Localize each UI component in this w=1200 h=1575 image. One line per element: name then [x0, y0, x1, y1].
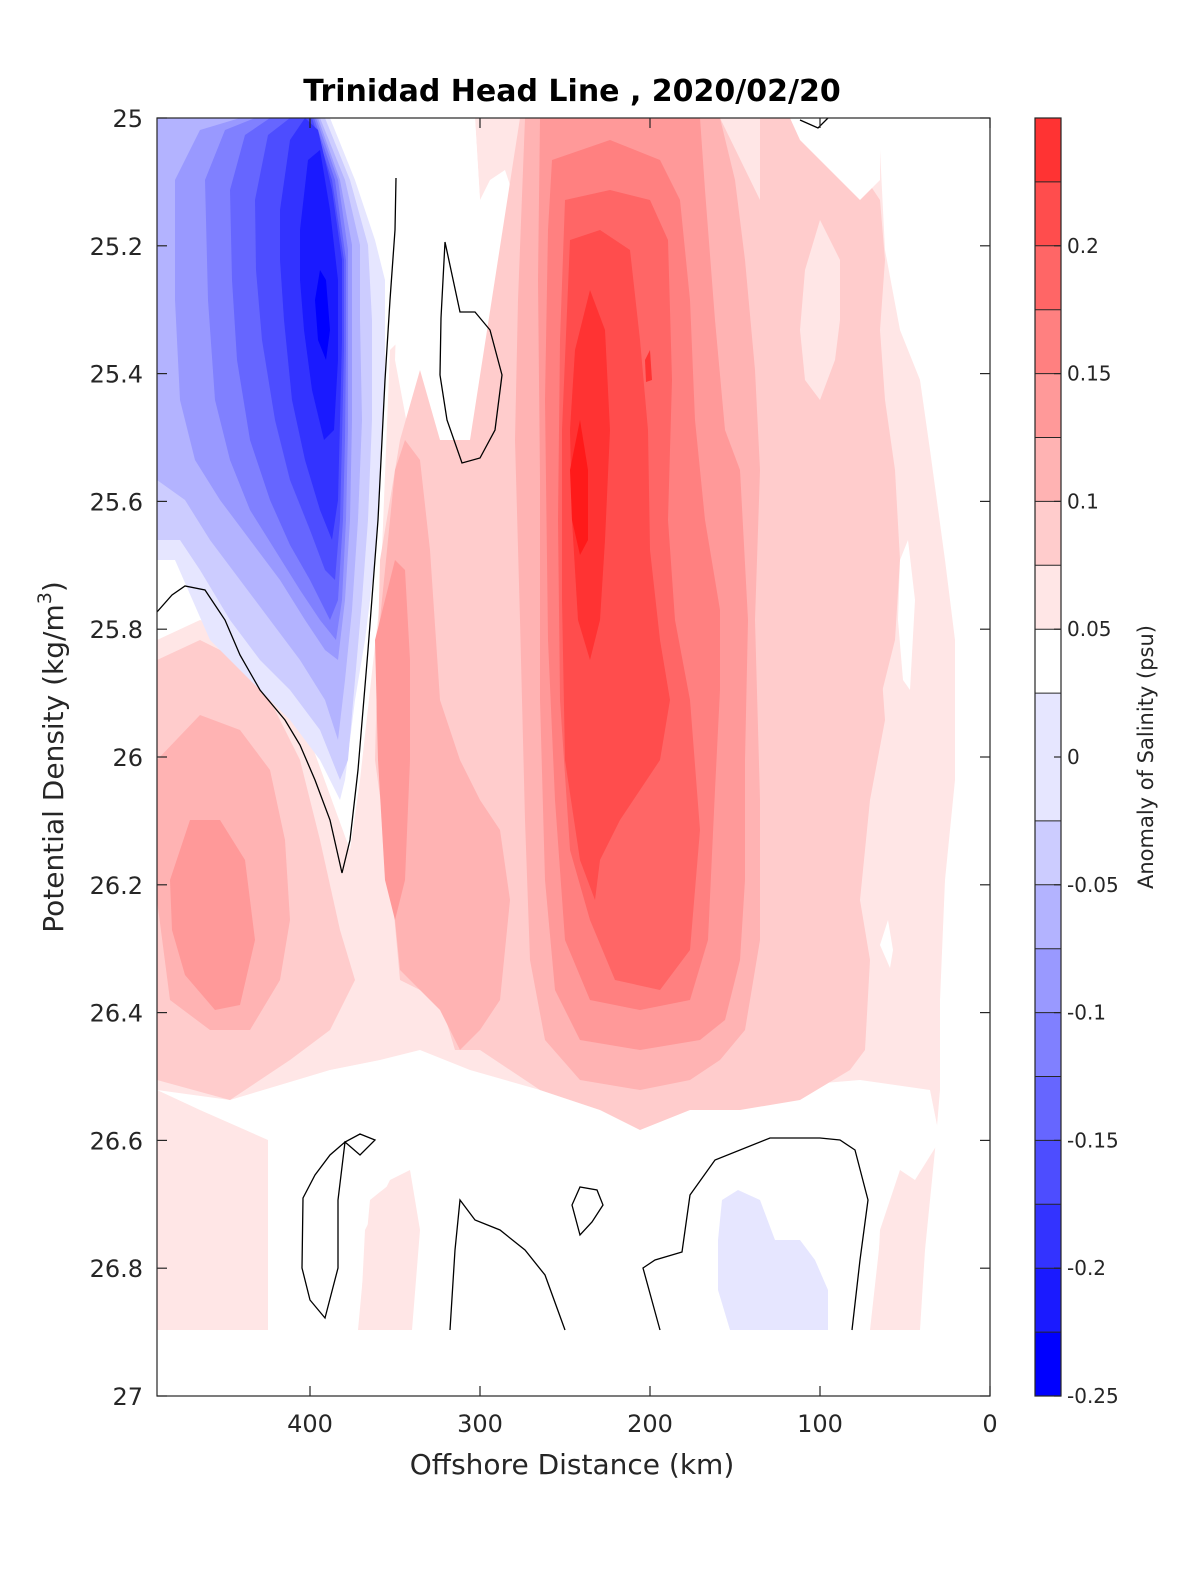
colorbar-band: [1035, 245, 1061, 310]
colorbar-tick-label: 0.1: [1067, 489, 1099, 513]
y-tick-label: 26.6: [90, 1127, 143, 1155]
contour-band-pos-0.1-left: [170, 820, 255, 1010]
x-tick-label: 400: [287, 1410, 333, 1438]
colorbar-band: [1035, 181, 1061, 246]
colorbar-tick-label: -0.25: [1067, 1384, 1119, 1408]
contour-band-pos-0.2-core: [570, 290, 610, 660]
y-tick-label: 26.8: [90, 1255, 143, 1283]
contour-band-pos-0.1-strip: [375, 560, 410, 920]
contour-band-pos-0.05-right: [760, 118, 900, 1020]
colorbar-band: [1035, 373, 1061, 438]
colorbar-band: [1035, 118, 1061, 182]
y-tick-label: 25.6: [90, 488, 143, 516]
colorbar-band: [1035, 948, 1061, 1013]
contour-band-pos-0.025-right-hole: [800, 220, 840, 400]
y-tick-label: 25.4: [90, 361, 143, 389]
contour-band-neg-0.025-deep: [718, 1190, 828, 1330]
contour-band-pos-lower-right: [875, 1170, 920, 1330]
colorbar-tick-label: 0.2: [1067, 234, 1099, 258]
colorbar-tick-label: -0.15: [1067, 1128, 1119, 1152]
y-tick-label: 27: [112, 1383, 143, 1411]
colorbar-tick-label: 0.15: [1067, 362, 1112, 386]
chart-title: Trinidad Head Line , 2020/02/20: [303, 74, 840, 109]
x-axis-ticks: 400 300 200 100 0: [287, 118, 998, 1438]
x-tick-label: 100: [797, 1410, 843, 1438]
y-tick-label: 25: [112, 105, 143, 133]
colorbar-tick-label: 0: [1067, 745, 1080, 769]
y-tick-label: 26.4: [90, 1000, 143, 1028]
contour-band-zero-right-sliver: [898, 540, 915, 690]
contour-band-neg-0.25: [315, 270, 330, 360]
colorbar-band: [1035, 1332, 1061, 1396]
colorbar-band: [1035, 1140, 1061, 1205]
colorbar-band: [1035, 820, 1061, 885]
y-axis-ticks: 25 25.2 25.4 25.6 25.8 26 26.2 26.4 26.6 26.8 27: [90, 105, 990, 1411]
contour-band-zero-top-right: [790, 118, 880, 200]
colorbar-band: [1035, 1204, 1061, 1269]
contour-band-pos-0.075-center: [380, 440, 510, 1050]
x-tick-label: 0: [982, 1410, 997, 1438]
y-tick-label: 25.8: [90, 616, 143, 644]
colorbar: [1035, 118, 1061, 1396]
y-tick-label: 26: [112, 744, 143, 772]
colorbar-band: [1035, 1076, 1061, 1141]
y-tick-label: 26.2: [90, 872, 143, 900]
colorbar-tick-label: -0.1: [1067, 1001, 1106, 1025]
y-axis-label: Potential Density (kg/m3): [34, 581, 70, 933]
colorbar-band: [1035, 1012, 1061, 1077]
zero-contour-line: [449, 1198, 566, 1331]
x-axis-label: Offshore Distance (km): [410, 1448, 735, 1481]
y-tick-label: 25.2: [90, 233, 143, 261]
colorbar-band: [1035, 501, 1061, 566]
colorbar-ticks: 0.2 0.15 0.1 0.05 0 -0.05 -0.1 -0.15 -0.2 -0.25: [1054, 234, 1119, 1408]
zero-contour-line: [799, 118, 829, 129]
contour-band-zero-right-dot: [880, 920, 893, 968]
zero-contour-lines: [157, 118, 869, 1331]
colorbar-band: [1035, 629, 1061, 694]
colorbar-band: [1035, 565, 1061, 630]
y-axis-label-main: Potential Density (kg/m: [37, 604, 70, 933]
colorbar-tick-label: -0.2: [1067, 1256, 1106, 1280]
colorbar-band: [1035, 309, 1061, 374]
colorbar-tick-label: 0.05: [1067, 617, 1112, 641]
contour-band-pos-0.2-dot: [645, 350, 652, 382]
y-axis-label-superscript: 3: [34, 592, 56, 604]
y-axis-label-close: ): [37, 581, 70, 592]
colorbar-band: [1035, 884, 1061, 949]
zero-contour-line: [571, 1186, 604, 1237]
contour-band-pos-0.225-core: [570, 420, 588, 555]
colorbar-band: [1035, 437, 1061, 502]
contour-fill-layer: [157, 118, 955, 1330]
x-tick-label: 300: [457, 1410, 503, 1438]
colorbar-tick-label: -0.05: [1067, 873, 1119, 897]
contour-band-pos-lower-left: [360, 1170, 420, 1330]
zero-contour-line: [642, 1137, 869, 1331]
x-tick-label: 200: [627, 1410, 673, 1438]
colorbar-band: [1035, 1268, 1061, 1333]
zero-contour-line: [301, 1133, 377, 1320]
zero-contour-line: [157, 177, 397, 874]
zero-contour-line: [439, 241, 503, 464]
colorbar-label: Anomaly of Salinity (psu): [1134, 625, 1158, 889]
